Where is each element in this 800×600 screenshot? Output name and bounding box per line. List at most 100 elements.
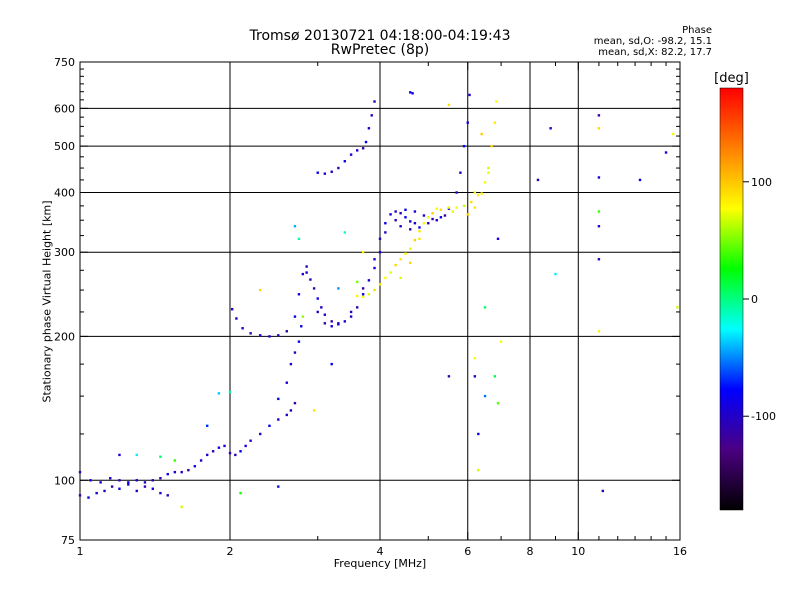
data-point	[316, 171, 319, 174]
data-point	[597, 127, 601, 130]
data-point	[601, 489, 605, 493]
y-tick-label: 100	[54, 474, 75, 487]
data-point	[99, 481, 102, 484]
data-point	[301, 315, 305, 318]
data-point	[597, 176, 601, 179]
x-axis-label: Frequency [MHz]	[333, 557, 427, 570]
data-point	[277, 334, 280, 337]
data-point	[297, 340, 301, 343]
data-point	[373, 258, 376, 261]
data-point	[330, 170, 333, 173]
y-tick-label: 500	[54, 140, 75, 153]
data-point	[349, 310, 353, 314]
data-point	[443, 214, 447, 217]
data-point	[355, 280, 359, 284]
data-point	[217, 446, 221, 449]
data-point	[285, 413, 288, 417]
data-point	[409, 247, 412, 250]
data-point	[159, 455, 162, 458]
data-point	[205, 453, 209, 457]
data-point	[399, 225, 402, 228]
data-point	[455, 206, 458, 209]
data-point	[473, 375, 477, 378]
data-point	[487, 171, 490, 174]
data-point	[447, 206, 451, 209]
data-point	[361, 251, 365, 254]
data-point	[418, 229, 421, 233]
data-point	[143, 481, 147, 484]
data-point	[293, 351, 297, 354]
data-point	[549, 127, 552, 130]
data-point	[367, 127, 371, 130]
data-point	[483, 181, 487, 184]
y-tick-label: 750	[54, 56, 75, 69]
data-point	[187, 468, 190, 472]
data-point	[597, 114, 601, 117]
data-point	[499, 340, 503, 343]
data-point	[305, 265, 308, 268]
data-point	[301, 272, 305, 276]
data-point	[394, 210, 397, 213]
data-point	[404, 252, 407, 255]
data-point	[118, 479, 121, 482]
data-point	[355, 306, 359, 309]
data-point	[166, 494, 169, 497]
data-point	[466, 121, 469, 124]
data-point	[490, 144, 493, 148]
data-point	[413, 238, 417, 242]
data-point	[349, 315, 353, 318]
data-point	[234, 453, 237, 457]
data-point	[110, 485, 114, 488]
data-point	[384, 222, 387, 225]
data-point	[95, 491, 98, 495]
data-point	[159, 477, 162, 480]
data-point	[378, 237, 382, 241]
data-point	[361, 287, 365, 290]
data-point	[355, 149, 359, 152]
y-tick-label: 300	[54, 246, 75, 259]
x-tick-label: 1	[77, 545, 84, 558]
data-point	[536, 178, 540, 182]
data-point	[477, 432, 480, 436]
data-point	[409, 228, 412, 231]
data-point	[422, 214, 426, 217]
data-point	[173, 470, 177, 474]
data-point	[312, 287, 316, 290]
data-point	[638, 178, 642, 182]
data-point	[297, 293, 301, 296]
data-point	[459, 171, 462, 174]
data-point	[480, 132, 483, 136]
data-point	[384, 231, 387, 234]
data-point	[495, 100, 498, 103]
colorbar	[719, 87, 744, 511]
data-point	[180, 505, 183, 509]
data-point	[470, 200, 473, 204]
data-point	[309, 278, 312, 281]
data-point	[361, 293, 365, 296]
data-point	[483, 306, 487, 309]
data-point	[289, 362, 293, 366]
data-point	[364, 140, 368, 144]
colorbar-label: [deg]	[714, 71, 749, 86]
data-point	[235, 317, 238, 320]
data-point	[411, 92, 414, 95]
data-point	[466, 213, 469, 216]
data-point	[135, 489, 138, 493]
data-point	[166, 472, 169, 476]
data-point	[323, 172, 327, 175]
chart-title: Tromsø 20130721 04:18:00-04:19:43	[249, 28, 511, 44]
data-point	[404, 208, 407, 212]
data-point	[435, 207, 438, 210]
data-point	[447, 375, 451, 378]
data-point	[293, 315, 297, 318]
data-point	[431, 217, 434, 221]
data-point	[361, 147, 365, 150]
y-tick-label: 600	[54, 102, 75, 115]
data-point	[135, 453, 138, 457]
data-point	[277, 397, 280, 401]
data-point	[597, 330, 601, 333]
data-point	[127, 483, 130, 486]
data-point	[293, 225, 297, 228]
x-tick-label: 6	[464, 545, 471, 558]
data-point	[337, 287, 340, 290]
